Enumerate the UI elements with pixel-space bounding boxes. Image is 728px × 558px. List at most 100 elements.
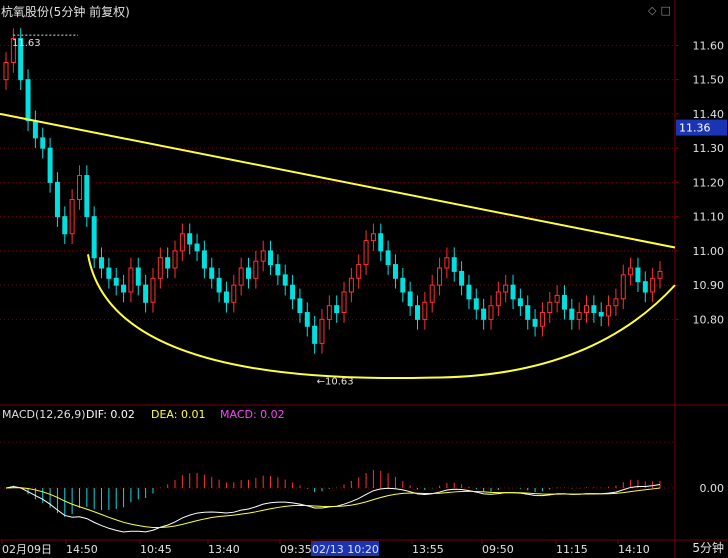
rounding-bottom-arc <box>87 254 676 380</box>
candle-body <box>392 264 398 279</box>
candle-body <box>201 250 207 269</box>
diamond-icon[interactable]: ◇ <box>648 4 657 17</box>
candle-body <box>268 250 274 266</box>
candle-body <box>400 277 406 293</box>
time-tick-label[interactable]: 14:50 <box>66 543 98 556</box>
time-tick-label[interactable]: 09:50 <box>482 543 514 556</box>
price-tick-label: 11.10 <box>693 211 725 224</box>
candle-body <box>606 305 612 317</box>
time-tick-label[interactable]: 14:10 <box>618 543 650 556</box>
candle-body <box>444 257 450 269</box>
candle-body <box>503 284 509 293</box>
candle-body <box>517 298 523 307</box>
candle-body <box>297 298 303 314</box>
time-tick-label[interactable]: 09:35 <box>280 543 312 556</box>
candle-body <box>99 257 105 269</box>
low-marker-label: ←10.63 <box>317 377 354 388</box>
candle-body <box>620 274 626 300</box>
candle-body <box>525 305 531 320</box>
candle-body <box>539 312 545 327</box>
candle-body <box>598 312 604 317</box>
candle-body <box>532 318 538 327</box>
candle-body <box>407 291 413 307</box>
candle-body <box>18 38 24 81</box>
candle-body <box>378 233 384 252</box>
macd-params-label: MACD(12,26,9) <box>2 408 86 421</box>
time-tick-label[interactable]: 11:15 <box>556 543 588 556</box>
candle-body <box>194 243 200 252</box>
candle-body <box>488 305 494 320</box>
candle-body <box>76 175 82 201</box>
candle-body <box>422 301 428 320</box>
time-tick-label[interactable]: 10:45 <box>140 543 172 556</box>
price-tick-label: 11.20 <box>693 176 725 189</box>
candle-body <box>591 305 597 314</box>
candle-body <box>356 264 362 279</box>
candle-body <box>341 291 347 314</box>
candle-body <box>135 267 141 286</box>
candle-body <box>62 216 68 235</box>
high-marker-label: 11.63 <box>12 38 41 49</box>
candle-body <box>172 250 178 269</box>
candle-body <box>209 267 215 279</box>
candle-body <box>635 267 641 283</box>
macd-zero-label: 0.00 <box>700 482 725 495</box>
candle-body <box>495 291 501 307</box>
candle-body <box>91 216 97 259</box>
candle-body <box>47 147 53 183</box>
price-tick-label: 11.40 <box>693 108 725 121</box>
time-tick-label[interactable]: 13:40 <box>208 543 240 556</box>
candle-body <box>429 284 435 303</box>
price-tick-label: 11.60 <box>693 39 725 52</box>
candle-body <box>326 305 332 320</box>
dea-value: DEA: 0.01 <box>151 408 205 421</box>
time-tick-label[interactable]: 13:55 <box>412 543 444 556</box>
candle-body <box>613 298 619 307</box>
candle-body <box>554 294 560 303</box>
candle-body <box>628 267 634 276</box>
price-tick-label: 11.30 <box>693 142 725 155</box>
price-tick-label: 11.00 <box>693 245 725 258</box>
dif-value: DIF: 0.02 <box>86 408 135 421</box>
time-tick-label[interactable]: 02月09日 <box>2 543 52 556</box>
candle-body <box>437 267 443 286</box>
price-tick-label: 11.50 <box>693 74 725 87</box>
candle-body <box>245 267 251 279</box>
candle-body <box>481 308 487 320</box>
current-price-badge <box>676 119 727 136</box>
candle-body <box>547 301 553 314</box>
candle-body <box>319 318 325 344</box>
candle-body <box>10 38 16 64</box>
candle-body <box>231 284 237 303</box>
candle-body <box>69 199 75 235</box>
candle-body <box>121 284 127 293</box>
candle-body <box>106 267 112 279</box>
price-tick-label: 10.90 <box>693 279 725 292</box>
candle-body <box>40 137 46 149</box>
candle-body <box>3 62 9 81</box>
chart-title: 杭氧股份(5分钟 前复权) <box>1 5 130 19</box>
candle-body <box>510 284 516 300</box>
candle-body <box>128 267 134 293</box>
square-icon[interactable]: □ <box>660 4 671 17</box>
candle-body <box>561 294 567 310</box>
candle-body <box>385 250 391 266</box>
candle-body <box>216 277 222 293</box>
candle-body <box>290 284 296 300</box>
candle-body <box>253 260 259 279</box>
candle-body <box>32 120 38 139</box>
candle-body <box>642 281 648 293</box>
candle-body <box>260 250 266 262</box>
selected-time-badge <box>311 541 379 556</box>
candle-body <box>187 233 193 245</box>
candle-body <box>25 79 31 122</box>
candle-body <box>650 277 656 293</box>
macd-value: MACD: 0.02 <box>220 408 285 421</box>
candle-body <box>179 233 185 252</box>
candle-body <box>312 325 318 344</box>
timeframe-label[interactable]: 5分钟 <box>692 541 724 555</box>
time-tick-label[interactable]: 02/13 10:20 <box>312 543 379 556</box>
candle-body <box>165 257 171 269</box>
